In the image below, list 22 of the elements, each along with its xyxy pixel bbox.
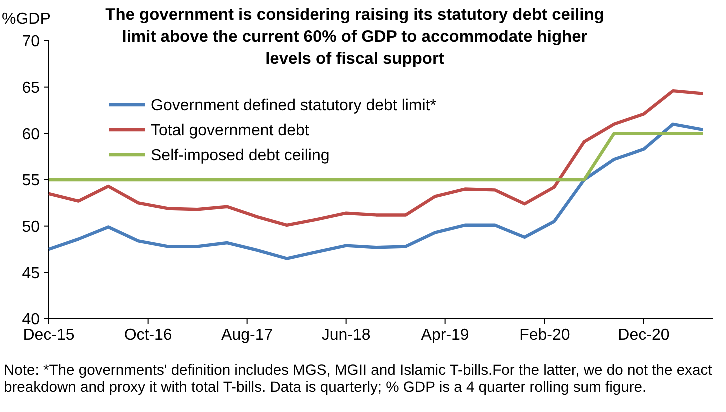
- x-tick-label: Oct-16: [124, 327, 172, 344]
- legend-label: Total government debt: [151, 122, 310, 140]
- x-tick-label: Feb-20: [520, 327, 570, 344]
- line-series: [47, 122, 705, 260]
- x-tick-label: Dec-15: [23, 327, 75, 344]
- y-tick-label: 55: [22, 172, 40, 190]
- y-tick-label: 65: [22, 80, 40, 97]
- legend-label: Government defined statutory debt limit*: [151, 98, 436, 115]
- chart-title: The government is considering raising its statutory debt ceiling limit above the current 60% of GDP to accommodate higher levels of fiscal support: [106, 6, 604, 68]
- y-tick-label: 50: [22, 218, 40, 236]
- legend-label: Self-imposed debt ceiling: [151, 148, 330, 165]
- line-series: [47, 89, 705, 228]
- y-tick-label: 70: [22, 34, 40, 51]
- y-tick-label: 60: [22, 126, 40, 144]
- x-tick-label: Jun-18: [322, 327, 371, 344]
- x-tick-label: Dec-20: [618, 327, 670, 344]
- text: Note: *The governments' definition includes MGS, MGII and Islamic T-bills.For the latter, we do not the exact breakdown and proxy it with total T-bills. Data is quarterly; % GDP is a 4 quarter rolling sum figure.: [4, 363, 712, 396]
- y-axis-title: %GDP: [2, 11, 51, 28]
- x-tick-label: Aug-17: [222, 327, 274, 344]
- x-tick-label: Apr-19: [421, 327, 470, 344]
- y-tick-label: 45: [22, 265, 40, 282]
- y-tick-label: 40: [22, 312, 40, 329]
